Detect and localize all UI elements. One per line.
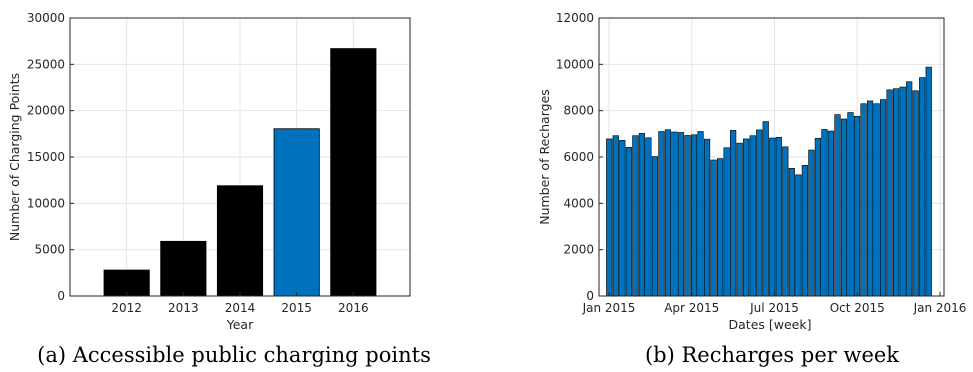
chart-b-bar-week-33 [814, 137, 822, 297]
chart-b-bar-week-19 [723, 147, 730, 297]
chart-b-bar-week-28 [782, 146, 789, 297]
chart-b-bar-week-22 [743, 138, 750, 297]
chart-b-bar-week-37 [840, 118, 848, 297]
chart-a-xlabel: Year [226, 317, 254, 332]
chart-b: 0 2000 4000 6000 8000 10000 12000 Jan 2015 Apr … [537, 11, 966, 367]
chart-b-xtick-label: Jul 2015 [749, 301, 799, 315]
chart-b-bar-week-50 [925, 66, 932, 297]
chart-b-ytick-label: 4000 [563, 196, 594, 210]
chart-a-ytick-label: 5000 [34, 243, 65, 257]
chart-b-bar-week-20 [730, 130, 737, 297]
chart-a-xtick-label: 2012 [111, 301, 142, 315]
chart-a-xtick-label: 2014 [225, 301, 256, 315]
chart-b-bars [606, 66, 932, 297]
chart-b-bar-week-9 [658, 131, 665, 297]
chart-b-bar-week-16 [703, 138, 711, 297]
chart-b-bar-week-40 [860, 103, 867, 297]
chart-b-bar-week-14 [690, 134, 698, 297]
chart-b-ylabel: Number of Recharges [537, 89, 552, 225]
chart-a-caption: (a) Accessible public charging points [37, 343, 431, 367]
chart-a-ytick-label: 10000 [27, 196, 65, 210]
chart-b-bar-week-4 [625, 146, 632, 297]
chart-b-bar-week-38 [847, 112, 854, 297]
chart-a-bar-2016 [330, 48, 377, 297]
chart-a-yticks: 0 5000 10000 15000 20000 25000 30000 [27, 11, 74, 303]
chart-b-bar-week-49 [919, 77, 926, 297]
chart-b-bar-week-27 [775, 137, 782, 297]
chart-a-ytick-label: 0 [57, 289, 65, 303]
chart-b-bar-week-26 [769, 137, 776, 297]
chart-b-bar-week-21 [736, 142, 743, 297]
chart-b-bar-week-36 [834, 114, 841, 297]
chart-b-bar-week-41 [866, 100, 874, 297]
chart-b-ytick-label: 6000 [563, 150, 594, 164]
chart-b-ytick-label: 8000 [563, 104, 594, 118]
chart-b-ytick-label: 12000 [556, 11, 594, 25]
chart-a-xtick-label: 2013 [168, 301, 199, 315]
chart-b-bar-week-30 [795, 174, 802, 297]
chart-b-bar-week-23 [749, 135, 756, 297]
chart-b-xtick-label: Jan 2016 [913, 301, 967, 315]
chart-b-bar-week-31 [801, 165, 808, 297]
chart-b-bar-week-32 [808, 149, 815, 297]
chart-b-bar-week-6 [638, 133, 645, 297]
chart-b-bar-week-44 [886, 89, 893, 297]
chart-b-bar-week-34 [821, 129, 828, 297]
chart-b-ytick-label: 2000 [563, 243, 594, 257]
chart-b-bar-week-29 [788, 168, 795, 297]
chart-b-bar-week-35 [827, 130, 835, 297]
chart-b-xtick-label: Jan 2015 [582, 301, 636, 315]
chart-b-bar-week-10 [664, 129, 672, 297]
chart-b-bar-week-43 [879, 99, 887, 297]
chart-b-bar-week-7 [645, 137, 652, 297]
chart-a-ytick-label: 30000 [27, 11, 65, 25]
chart-a-bars [103, 48, 377, 297]
chart-b-bar-week-17 [710, 159, 717, 297]
chart-b-bar-week-25 [762, 121, 769, 297]
chart-a-ylabel: Number of Charging Points [7, 73, 22, 241]
chart-b-bar-week-45 [893, 88, 900, 297]
chart-b-ytick-label: 10000 [556, 57, 594, 71]
chart-b-bar-week-12 [677, 132, 685, 297]
chart-a-bar-2013 [160, 240, 207, 297]
chart-a-ytick-label: 25000 [27, 57, 65, 71]
chart-b-xlabel: Dates [week] [729, 317, 812, 332]
chart-a-xtick-label: 2016 [338, 301, 369, 315]
chart-a-bar-2012 [103, 269, 150, 297]
chart-b-yticks: 0 2000 4000 6000 8000 10000 12000 [556, 11, 603, 303]
chart-b-bar-week-48 [912, 90, 919, 297]
chart-b-bar-week-39 [853, 115, 861, 297]
chart-b-bar-week-46 [899, 86, 906, 297]
chart-b-xticks: Jan 2015 Apr 2015 Jul 2015 Oct 2015 Jan 2016 [582, 292, 967, 315]
chart-b-bar-week-47 [906, 81, 913, 297]
chart-b-bar-week-1 [606, 138, 613, 297]
chart-b-ytick-label: 0 [586, 289, 594, 303]
chart-b-caption: (b) Recharges per week [645, 343, 899, 367]
chart-b-bar-week-24 [756, 129, 763, 297]
chart-b-xtick-label: Apr 2015 [664, 301, 719, 315]
chart-b-bar-week-5 [632, 135, 639, 297]
chart-a-ytick-label: 20000 [27, 104, 65, 118]
chart-b-bar-week-11 [671, 131, 678, 297]
chart-a-bar-2015 [273, 128, 320, 297]
chart-a-xtick-label: 2015 [281, 301, 312, 315]
chart-b-bar-week-8 [651, 156, 659, 297]
chart-a-ytick-label: 15000 [27, 150, 65, 164]
chart-b-bar-week-13 [684, 135, 691, 297]
chart-b-bar-week-3 [619, 140, 626, 297]
chart-b-xtick-label: Oct 2015 [830, 301, 885, 315]
chart-a-xticks: 2012 2013 2014 2015 2016 [111, 292, 369, 315]
chart-b-bar-week-2 [612, 135, 619, 297]
chart-b-bar-week-18 [716, 158, 724, 297]
chart-a-bar-2014 [216, 185, 264, 297]
chart-b-bar-week-15 [697, 131, 704, 297]
chart-b-bar-week-42 [873, 103, 880, 297]
